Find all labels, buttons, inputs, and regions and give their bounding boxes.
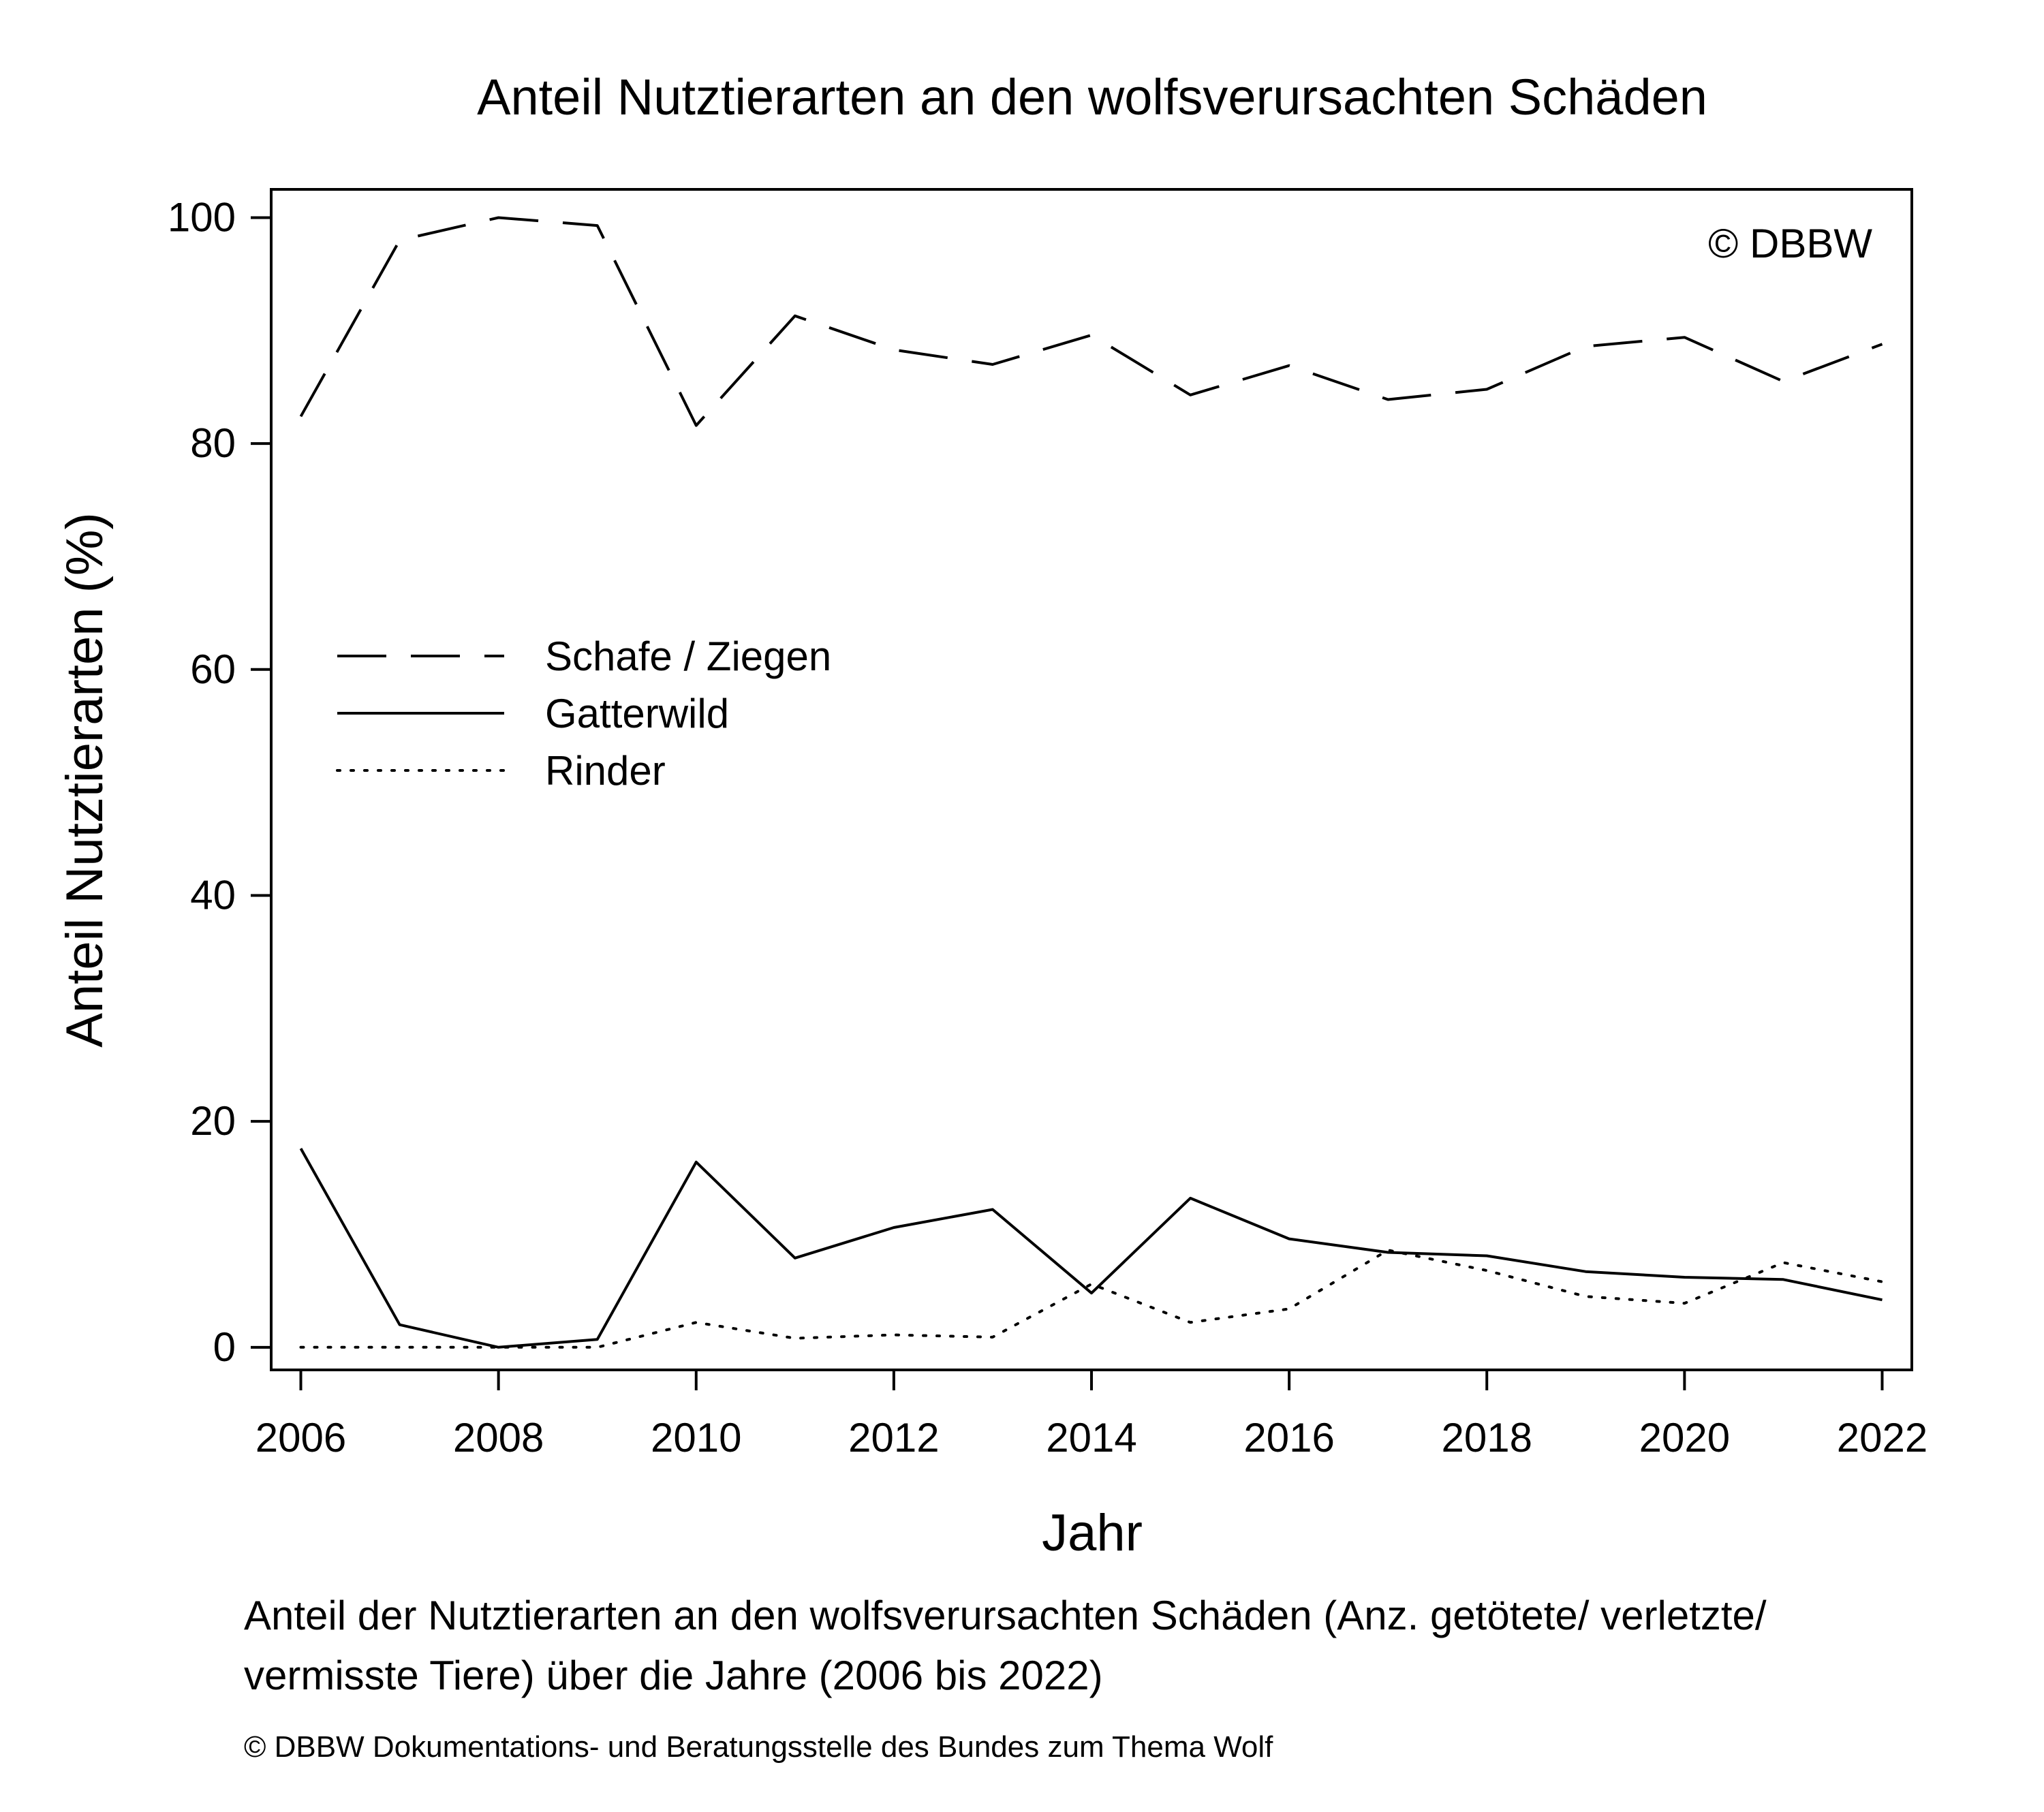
x-tick-label: 2022 — [1837, 1415, 1927, 1460]
x-tick-label: 2008 — [453, 1415, 544, 1460]
y-tick-label: 20 — [190, 1098, 236, 1144]
series-line-schafe-ziegen — [299, 216, 1883, 427]
series-line-gatterwild — [299, 1148, 1883, 1349]
series-line-rinder — [299, 1249, 1884, 1349]
legend-label: Schafe / Ziegen — [545, 634, 831, 679]
x-tick-label: 2020 — [1639, 1415, 1730, 1460]
x-tick-label: 2014 — [1046, 1415, 1136, 1460]
y-axis: 0 20 40 60 80 100 — [168, 194, 271, 1370]
x-tick-label: 2012 — [848, 1415, 939, 1460]
y-tick-label: 100 — [168, 194, 236, 240]
y-tick-label: 0 — [213, 1324, 236, 1370]
legend-label: Rinder — [545, 748, 666, 794]
y-tick-label: 60 — [190, 646, 236, 692]
x-tick-label: 2010 — [651, 1415, 741, 1460]
figure-caption: Anteil der Nutztierarten an den wolfsver… — [244, 1593, 1767, 1698]
source-note: © DBBW Dokumentations- und Beratungsstel… — [244, 1730, 1273, 1764]
legend-label: Gatterwild — [545, 691, 729, 736]
copyright-annotation: © DBBW — [1708, 221, 1872, 266]
x-axis-label: Jahr — [1042, 1504, 1143, 1562]
y-tick-label: 80 — [190, 420, 236, 466]
chart-title: Anteil Nutztierarten an den wolfsverursa… — [477, 69, 1707, 125]
x-tick-label: 2018 — [1441, 1415, 1532, 1460]
series-layer — [299, 216, 1884, 1349]
x-tick-label: 2006 — [256, 1415, 346, 1460]
y-axis-label: Anteil Nutztierarten (%) — [56, 512, 114, 1048]
plot-area-frame — [270, 188, 1913, 1371]
y-tick-label: 40 — [190, 872, 236, 918]
legend: Schafe / Ziegen Gatterwild Rinder — [336, 634, 831, 794]
x-axis: 2006 2008 2010 2012 2014 2016 2018 2020 2022 — [256, 1370, 1927, 1460]
x-tick-label: 2016 — [1243, 1415, 1334, 1460]
